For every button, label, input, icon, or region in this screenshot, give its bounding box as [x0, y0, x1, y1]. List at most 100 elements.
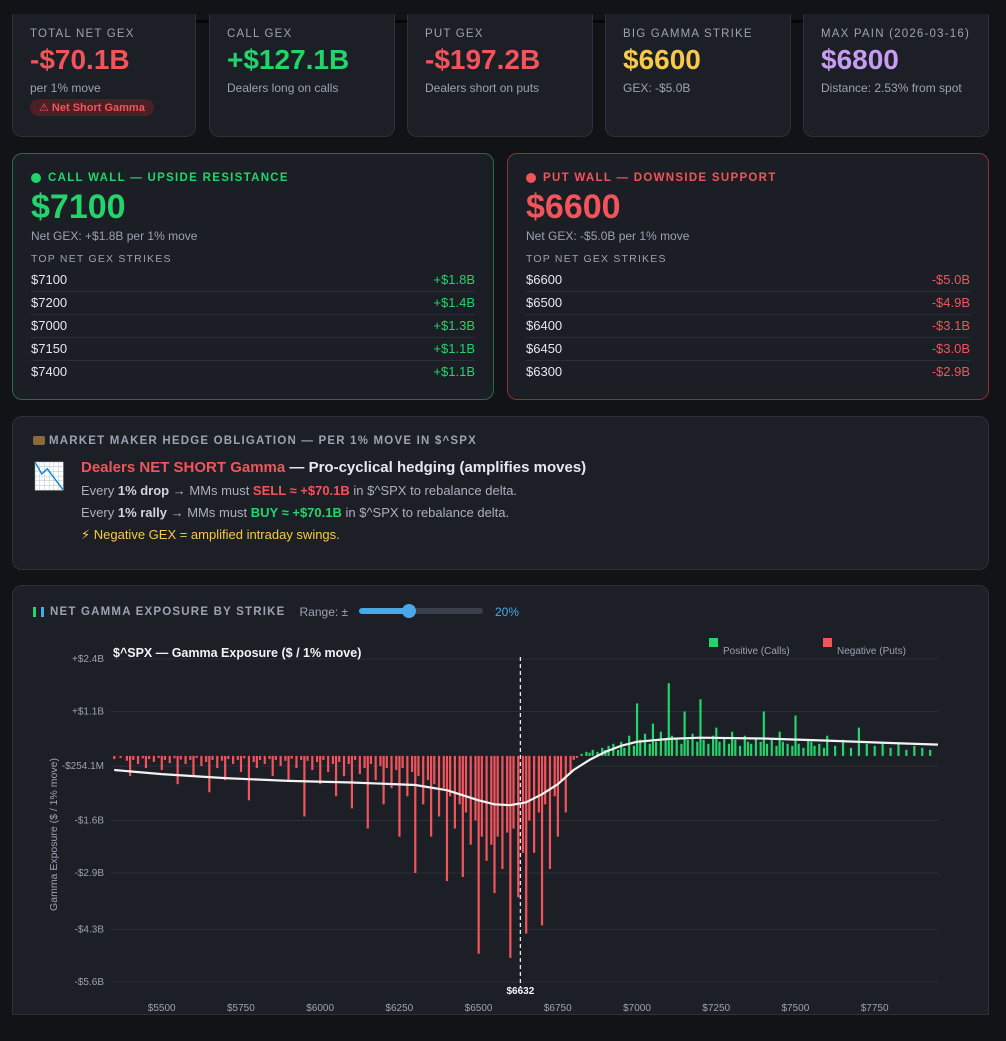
hedge-title: MARKET MAKER HEDGE OBLIGATION — PER 1% M…	[49, 435, 477, 447]
gex-bar	[639, 739, 642, 756]
gex-bar	[670, 735, 674, 756]
x-tick-label: $6000	[306, 1003, 334, 1014]
gex-bar	[461, 755, 464, 878]
gex-bar	[184, 755, 187, 764]
strike-row: $6300 -$2.9B	[526, 361, 970, 383]
red-dot-icon	[526, 173, 536, 183]
bar-chart-icon	[33, 607, 44, 617]
put-wall-title: PUT WALL — DOWNSIDE SUPPORT	[543, 172, 777, 184]
chart-panel-title: NET GAMMA EXPOSURE BY STRIKE	[50, 606, 286, 618]
stat-card-5: MAX PAIN (2026-03-16) $6800 Distance: 2.53…	[803, 14, 989, 137]
range-slider[interactable]	[359, 602, 483, 620]
strike-price: $7000	[31, 318, 68, 333]
gex-bar	[572, 755, 575, 760]
gex-bar	[849, 747, 853, 756]
gex-bar	[458, 755, 461, 805]
gex-bar	[826, 735, 829, 756]
x-tick-label: $6250	[385, 1003, 413, 1014]
gex-bar	[873, 745, 876, 756]
gex-bar	[913, 745, 916, 756]
gex-bar	[707, 743, 710, 756]
gex-bar	[702, 739, 705, 756]
gex-bar	[239, 755, 243, 773]
gex-bar	[173, 755, 176, 759]
y-tick-label: -$5.6B	[75, 977, 105, 988]
chart-header: NET GAMMA EXPOSURE BY STRIKE Range: ±	[33, 605, 348, 619]
gex-bar	[382, 755, 385, 805]
strike-row: $7150 +$1.1B	[31, 338, 475, 361]
put-wall-list-title: TOP NET GEX STRIKES	[526, 253, 667, 265]
gex-bar	[236, 755, 239, 760]
gex-bar	[200, 755, 203, 766]
gex-bar	[442, 755, 445, 789]
x-tick-label: $7250	[702, 1003, 730, 1014]
strike-gex: +$1.1B	[433, 364, 475, 379]
gex-bar	[224, 755, 227, 781]
gex-bar	[889, 747, 892, 756]
strike-gex: -$3.1B	[931, 318, 970, 333]
gex-bar	[818, 743, 821, 756]
gex-bar	[374, 755, 377, 781]
gex-bar	[342, 755, 346, 777]
gex-bar	[469, 755, 472, 845]
gex-bar	[575, 755, 578, 758]
legend-swatch	[709, 638, 718, 647]
gex-bar	[353, 755, 357, 760]
gex-bar	[398, 755, 401, 837]
gex-bar	[628, 735, 631, 756]
gex-bar	[765, 743, 769, 756]
gex-bar	[841, 739, 845, 756]
strike-gex: -$5.0B	[931, 272, 970, 287]
stat-subtext: per 1% move	[30, 81, 101, 95]
strike-price: $7150	[31, 341, 68, 356]
gex-bar	[192, 755, 195, 777]
gex-bar	[119, 755, 122, 758]
range-slider-knob[interactable]	[402, 604, 416, 618]
gex-bar	[734, 739, 737, 756]
stat-card-1: TOTAL NET GEX -$70.1B per 1% move ⚠ Net Sho…	[12, 14, 196, 137]
strike-row: $6400 -$3.1B	[526, 315, 970, 338]
strike-price: $7100	[31, 272, 68, 287]
gex-bar	[683, 711, 686, 756]
gex-bar	[521, 755, 525, 853]
gex-bar	[544, 755, 547, 805]
gex-bar	[528, 755, 531, 821]
gex-bar	[411, 755, 414, 773]
x-tick-label: $7000	[623, 1003, 651, 1014]
gex-bar	[770, 739, 773, 756]
gex-bar	[211, 755, 214, 760]
gex-bar	[585, 751, 588, 756]
briefcase-icon	[33, 436, 45, 445]
stat-subtext: GEX: -$5.0B	[623, 81, 691, 95]
call-wall-price: $7100	[31, 188, 126, 226]
strike-gex: -$4.9B	[931, 295, 970, 310]
gex-bar	[163, 755, 167, 760]
gex-bar	[731, 731, 734, 756]
strike-price: $6300	[526, 364, 563, 379]
gex-bar	[132, 755, 135, 760]
gex-bar	[822, 747, 826, 756]
gex-bar	[136, 755, 140, 764]
hedge-obligation-card: MARKET MAKER HEDGE OBLIGATION — PER 1% M…	[12, 416, 989, 570]
gex-bar	[315, 755, 319, 762]
chart-down-icon: 📉	[33, 461, 66, 491]
gex-bar	[490, 755, 493, 845]
gex-bar	[401, 755, 404, 769]
strike-row: $7400 +$1.1B	[31, 361, 475, 383]
gex-bar	[686, 739, 689, 756]
gex-bar	[648, 743, 651, 756]
gex-bar	[533, 755, 536, 853]
gex-bar	[727, 743, 731, 756]
gex-bar	[559, 755, 563, 781]
gex-bar	[797, 743, 800, 756]
stat-label: MAX PAIN (2026-03-16)	[821, 28, 970, 40]
gex-bar	[588, 752, 591, 756]
stat-card-4: BIG GAMMA STRIKE $6600 GEX: -$5.0B	[605, 14, 791, 137]
gex-bar	[252, 755, 255, 762]
stat-card-3: PUT GEX -$197.2B Dealers short on puts	[407, 14, 593, 137]
put-wall-price: $6600	[526, 188, 621, 226]
gex-bar	[601, 747, 604, 756]
gex-bar	[430, 755, 433, 837]
y-tick-label: +$1.1B	[72, 706, 104, 717]
stat-subtext: Distance: 2.53% from spot	[821, 81, 962, 95]
